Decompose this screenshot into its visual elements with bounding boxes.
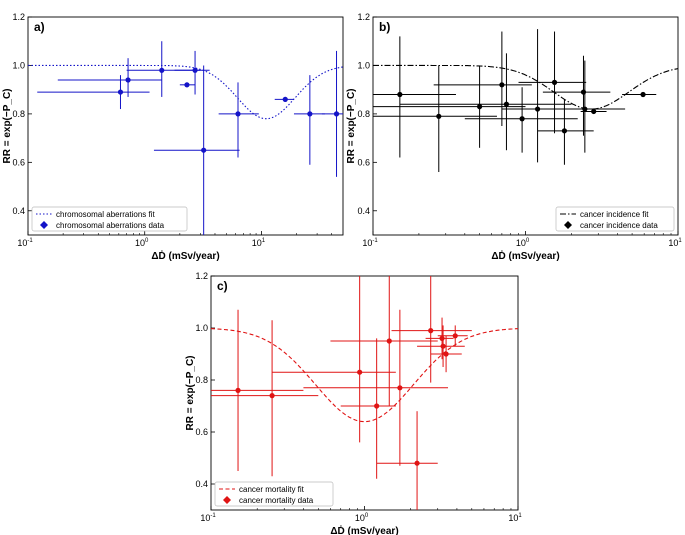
data-point — [561, 128, 568, 134]
legend: cancer incidence fit cancer incidence dat… — [555, 206, 675, 232]
data-point — [374, 403, 380, 409]
legend-data-label: cancer mortality data — [239, 496, 314, 505]
panel-label: c) — [217, 279, 228, 293]
data-point — [357, 369, 363, 375]
x-axis-label: ΔḊ (mSv/year) — [330, 524, 398, 535]
fit-curve — [28, 64, 343, 120]
legend: chromosomal aberrations fit chromosomal a… — [31, 206, 188, 232]
data-point — [386, 338, 392, 344]
data-point — [184, 82, 190, 88]
data-point — [440, 343, 446, 349]
data-point — [397, 385, 403, 391]
data-point — [201, 147, 207, 153]
data-point — [582, 106, 588, 112]
legend-data-marker — [564, 221, 572, 229]
y-tick-label: 1.2 — [357, 12, 370, 22]
data-point — [452, 333, 458, 339]
y-tick-label: 1.0 — [12, 60, 25, 70]
y-tick-label: 0.8 — [195, 375, 208, 385]
fit-curve — [373, 64, 678, 110]
data-point — [640, 91, 646, 98]
y-tick-label: 1.0 — [357, 60, 370, 70]
x-tick-label: 100 — [135, 238, 149, 248]
data-point — [282, 96, 288, 102]
x-tick-label: 101 — [252, 238, 266, 248]
data-point — [591, 108, 597, 115]
x-tick-label: 10-1 — [200, 513, 216, 523]
panel-label: b) — [379, 20, 390, 34]
y-tick-label: 0.4 — [195, 479, 208, 489]
x-tick-label: 100 — [516, 238, 530, 248]
legend-data-label: chromosomal aberrations data — [56, 221, 165, 230]
data-series — [373, 29, 657, 173]
data-point — [499, 82, 505, 88]
data-point — [414, 460, 420, 466]
data-point — [503, 101, 510, 107]
x-tick-label: 10-1 — [362, 238, 378, 248]
data-point — [307, 111, 313, 117]
y-tick-label: 1.2 — [12, 12, 25, 22]
legend-box — [555, 206, 675, 232]
data-point — [436, 113, 442, 119]
data-point — [397, 91, 403, 98]
legend-box — [214, 481, 334, 507]
fit-curve — [211, 328, 518, 423]
plot-frame — [210, 275, 519, 511]
chart-panel-1: a) 0.4 0.6 0.8 1.0 1.2 10-1 100 101 ΔḊ (mSv/year)… — [2, 12, 344, 262]
data-point — [159, 67, 165, 73]
x-axis-label: ΔḊ (mSv/year) — [151, 249, 219, 262]
data-point — [117, 89, 124, 95]
x-tick-label: 101 — [668, 238, 682, 248]
plot-frame — [27, 16, 344, 236]
x-axis-label: ΔḊ (mSv/year) — [491, 249, 559, 262]
x-tick-label: 10-1 — [17, 238, 33, 248]
data-point — [428, 328, 434, 334]
chart-panel-2: b) 0.4 0.6 0.8 1.0 1.2 10-1 100 101 ΔḊ (mSv/year)… — [346, 12, 682, 262]
legend-fit-label: cancer incidence fit — [580, 210, 649, 219]
data-series — [211, 276, 472, 510]
y-tick-label: 1.2 — [195, 271, 208, 281]
y-tick-label: 0.6 — [357, 157, 370, 167]
panel-label: a) — [34, 20, 45, 34]
data-point — [519, 116, 525, 122]
data-point — [333, 111, 340, 117]
legend: cancer mortality fit cancer mortality dat… — [214, 481, 334, 507]
data-point — [551, 79, 558, 85]
y-tick-label: 0.4 — [357, 206, 370, 216]
legend-fit-label: chromosomal aberrations fit — [56, 210, 155, 219]
y-axis-label: RR = exp(−P_C) — [185, 355, 196, 430]
y-axis-label: RR = exp(−P_C) — [346, 88, 357, 163]
y-tick-label: 0.8 — [12, 109, 25, 119]
chart-panel-3: c) 0.4 0.6 0.8 1.0 1.2 10-1 100 101 ΔḊ (mSv/year)… — [185, 271, 522, 535]
plot-frame — [372, 16, 679, 236]
data-point — [125, 77, 131, 83]
y-tick-label: 0.8 — [357, 109, 370, 119]
data-point — [439, 335, 445, 341]
legend-box — [31, 206, 188, 232]
y-tick-label: 1.0 — [195, 323, 208, 333]
y-tick-label: 0.6 — [195, 427, 208, 437]
data-point — [235, 111, 241, 117]
data-series — [37, 41, 343, 235]
data-point — [192, 67, 198, 73]
data-point — [235, 387, 241, 393]
y-tick-label: 0.6 — [12, 157, 25, 167]
y-axis-label: RR = exp(−P_C) — [2, 88, 13, 163]
data-point — [269, 393, 275, 399]
data-point — [443, 351, 449, 357]
legend-data-marker — [40, 221, 48, 229]
x-tick-label: 100 — [355, 513, 369, 523]
x-tick-label: 101 — [508, 513, 522, 523]
legend-data-marker — [223, 496, 231, 504]
legend-data-label: cancer incidence data — [580, 221, 658, 230]
y-tick-label: 0.4 — [12, 206, 25, 216]
data-point — [476, 104, 483, 110]
legend-fit-label: cancer mortality fit — [239, 485, 305, 494]
